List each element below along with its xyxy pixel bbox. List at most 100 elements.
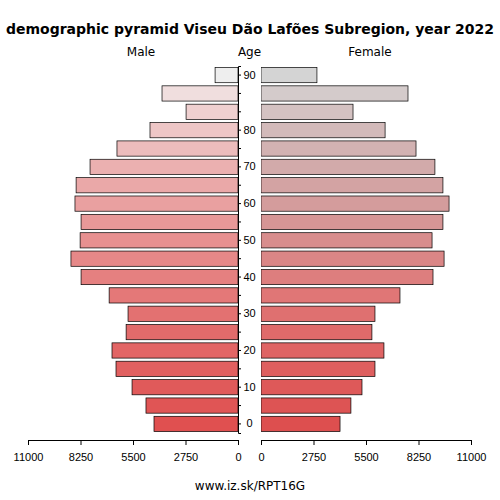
bar xyxy=(76,178,238,193)
tick-mark xyxy=(419,440,420,445)
tick-mark xyxy=(238,405,241,406)
bar xyxy=(261,251,444,266)
bar xyxy=(261,178,443,193)
tick-mark xyxy=(471,440,472,445)
bar xyxy=(154,416,238,431)
axis-line xyxy=(262,441,472,446)
x-axis: 0 2750 5500 8250 11000 xyxy=(258,440,486,463)
title: demographic pyramid Viseu Dão Lafões Sub… xyxy=(6,21,494,37)
bar xyxy=(261,380,362,395)
tick xyxy=(238,93,241,94)
tick: 0 xyxy=(235,440,241,463)
bar xyxy=(261,269,433,284)
bar xyxy=(261,141,416,156)
tick: 0 xyxy=(258,440,264,463)
tick-label: 11000 xyxy=(457,451,487,463)
tick xyxy=(238,185,241,186)
tick-mark xyxy=(238,368,241,369)
tick xyxy=(238,368,241,369)
tick xyxy=(238,295,241,296)
tick-label: 2750 xyxy=(302,451,326,463)
bar xyxy=(109,288,238,303)
bar xyxy=(146,398,238,413)
bar xyxy=(261,306,375,321)
tick-label: 0 xyxy=(258,451,264,463)
tick-mark xyxy=(238,111,241,112)
tick: 11000 xyxy=(457,440,487,463)
tick-label: 40 xyxy=(243,271,255,283)
tick-mark xyxy=(238,185,241,186)
tick-label: 50 xyxy=(243,234,255,246)
tick-label: 80 xyxy=(243,124,255,136)
bar xyxy=(75,196,238,211)
bar xyxy=(261,416,340,431)
tick-label: 5500 xyxy=(354,451,378,463)
tick-mark xyxy=(133,440,134,445)
bar xyxy=(71,251,238,266)
tick xyxy=(238,148,241,149)
bar xyxy=(132,380,238,395)
bar xyxy=(261,233,432,248)
tick-label: 2750 xyxy=(174,451,198,463)
tick-mark xyxy=(314,440,315,445)
axis-line xyxy=(29,441,239,446)
tick-mark xyxy=(238,350,241,351)
tick: 50 xyxy=(238,234,256,246)
tick: 10 xyxy=(238,381,256,393)
bar xyxy=(81,269,238,284)
tick-label: 5500 xyxy=(121,451,145,463)
tick-label: 60 xyxy=(243,197,255,209)
bar xyxy=(126,324,238,339)
tick-label: 20 xyxy=(243,344,255,356)
tick-mark xyxy=(238,423,241,424)
bar xyxy=(261,361,375,376)
source: www.iz.sk/RPT16G xyxy=(195,479,305,493)
bar xyxy=(80,233,238,248)
tick-mark xyxy=(238,440,239,445)
tick-mark xyxy=(238,221,241,222)
tick-mark xyxy=(238,277,241,278)
bar xyxy=(261,343,384,358)
tick-label: 30 xyxy=(243,307,255,319)
tick-mark xyxy=(238,166,241,167)
tick-mark xyxy=(366,440,367,445)
tick: 20 xyxy=(238,344,256,356)
tick: 5500 xyxy=(121,440,145,463)
bar xyxy=(261,123,385,138)
tick: 80 xyxy=(238,124,256,136)
tick xyxy=(238,111,241,112)
tick-mark xyxy=(238,93,241,94)
tick xyxy=(238,405,241,406)
bar xyxy=(150,123,238,138)
bar xyxy=(112,343,238,358)
bar xyxy=(261,288,400,303)
bar xyxy=(261,67,317,82)
axis-title: Age xyxy=(238,45,261,59)
tick-mark xyxy=(238,240,241,241)
tick-label: 11000 xyxy=(14,451,44,463)
tick-label: 90 xyxy=(243,69,255,81)
tick-mark xyxy=(238,130,241,131)
tick-label: 10 xyxy=(243,381,255,393)
bar xyxy=(162,86,238,101)
bar xyxy=(261,104,353,119)
series-label: Female xyxy=(348,45,391,59)
tick: 90 xyxy=(238,69,256,81)
tick-mark xyxy=(238,203,241,204)
bar xyxy=(261,86,408,101)
tick: 30 xyxy=(238,307,256,319)
tick-label: 0 xyxy=(246,417,252,429)
tick-mark xyxy=(238,313,241,314)
bar xyxy=(215,67,238,82)
tick-label: 0 xyxy=(235,451,241,463)
tick: 2750 xyxy=(174,440,198,463)
bar xyxy=(116,361,238,376)
bars xyxy=(261,67,449,431)
bar xyxy=(90,159,238,174)
tick: 40 xyxy=(238,271,256,283)
tick xyxy=(238,221,241,222)
tick-mark xyxy=(238,387,241,388)
tick-label: 8250 xyxy=(407,451,431,463)
bar xyxy=(128,306,238,321)
tick: 5500 xyxy=(354,440,378,463)
